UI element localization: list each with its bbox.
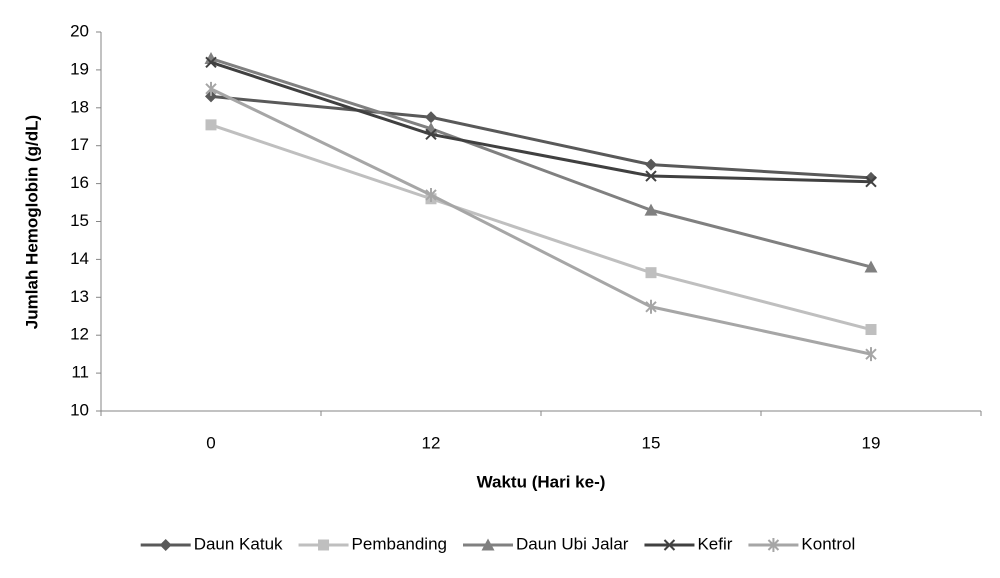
y-tick-label: 19: [70, 59, 89, 78]
legend-label: Daun Katuk: [194, 534, 283, 553]
y-tick-label: 20: [70, 21, 89, 40]
data-point: [645, 158, 657, 171]
series-line: [210, 60, 872, 184]
data-point: [205, 90, 217, 103]
data-point: [644, 203, 658, 216]
y-tick-label: 15: [70, 211, 89, 230]
y-tick-label: 12: [70, 325, 89, 344]
legend-label: Kontrol: [801, 534, 855, 553]
series-line: [210, 94, 872, 180]
legend-label: Pembanding: [352, 534, 447, 553]
legend-marker: [159, 539, 172, 551]
y-tick-label: 17: [70, 135, 89, 154]
data-point: [865, 324, 877, 336]
y-tick-label: 10: [70, 400, 89, 419]
x-axis-label: Waktu (Hari ke-): [477, 472, 606, 491]
x-tick-label: 12: [422, 433, 441, 452]
y-axis-label: Jumlah Hemoglobin (g/dL): [22, 115, 41, 329]
data-point: [645, 170, 657, 182]
series-line: [210, 87, 872, 356]
legend-marker: [663, 539, 676, 551]
data-point: [645, 299, 657, 314]
data-point: [425, 128, 437, 141]
data-point: [204, 52, 218, 65]
x-tick-label: 15: [642, 433, 661, 452]
data-point: [205, 119, 217, 131]
y-tick-label: 14: [70, 249, 89, 268]
data-point: [205, 81, 217, 96]
data-point: [864, 260, 878, 273]
data-point: [425, 111, 437, 124]
x-tick-label: 0: [206, 433, 215, 452]
legend-label: Daun Ubi Jalar: [516, 534, 629, 553]
data-point: [645, 267, 657, 279]
data-point: [425, 187, 437, 202]
legend-label: Kefir: [697, 534, 732, 553]
y-tick-label: 13: [70, 287, 89, 306]
y-tick-label: 18: [70, 97, 89, 116]
data-point: [865, 347, 877, 362]
data-point: [205, 56, 217, 69]
data-point: [865, 175, 877, 188]
y-tick-label: 11: [71, 363, 89, 382]
series-line: [210, 57, 872, 269]
legend-marker: [767, 538, 780, 552]
legend-marker: [318, 539, 330, 551]
legend: Daun Katuk Pembanding Daun Ubi Jalar Kefir K…: [140, 534, 855, 553]
series-line: [210, 123, 872, 331]
x-tick-label: 19: [862, 433, 881, 452]
y-tick-label: 16: [70, 173, 89, 192]
legend-marker: [481, 538, 495, 551]
